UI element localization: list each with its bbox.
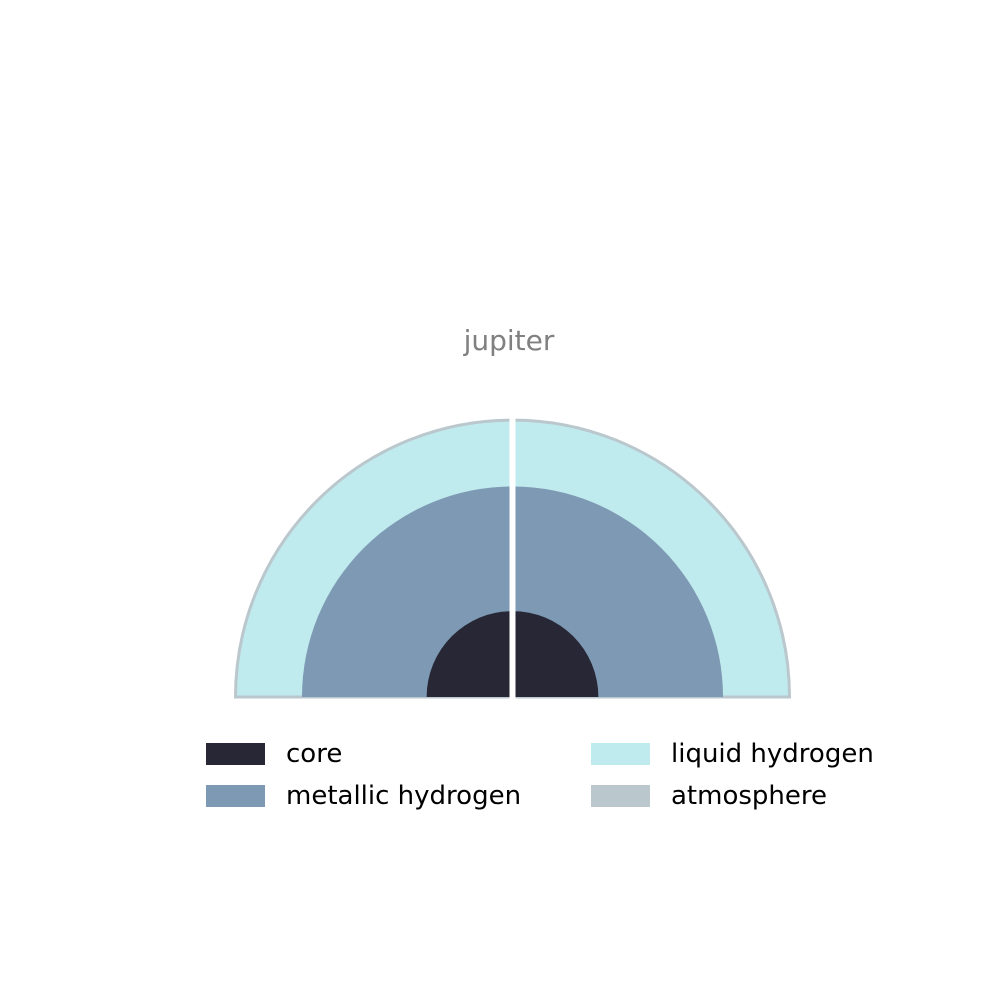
legend-swatch-atmosphere bbox=[591, 785, 650, 807]
legend-label-core: core bbox=[286, 739, 343, 769]
legend: core metallic hydrogen liquid hydrogen a… bbox=[206, 733, 926, 823]
legend-item-metallic-hydrogen: metallic hydrogen bbox=[206, 775, 521, 817]
diagram-title: jupiter bbox=[463, 324, 555, 357]
legend-label-liquid-hydrogen: liquid hydrogen bbox=[671, 739, 874, 769]
legend-item-core: core bbox=[206, 733, 342, 775]
center-divider bbox=[509, 414, 516, 699]
legend-swatch-liquid-hydrogen bbox=[591, 743, 650, 765]
legend-swatch-metallic-hydrogen bbox=[206, 785, 265, 807]
legend-swatch-core bbox=[206, 743, 265, 765]
legend-label-metallic-hydrogen: metallic hydrogen bbox=[286, 781, 522, 811]
legend-item-liquid-hydrogen: liquid hydrogen bbox=[591, 733, 874, 775]
planet-layers bbox=[233, 414, 792, 699]
legend-label-atmosphere: atmosphere bbox=[671, 781, 827, 811]
legend-item-atmosphere: atmosphere bbox=[591, 775, 827, 817]
